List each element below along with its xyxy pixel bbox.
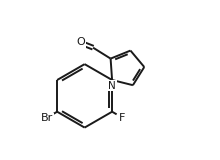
Text: N: N	[108, 80, 116, 91]
Text: F: F	[119, 113, 125, 123]
Text: O: O	[76, 37, 85, 47]
Text: Br: Br	[40, 113, 53, 124]
